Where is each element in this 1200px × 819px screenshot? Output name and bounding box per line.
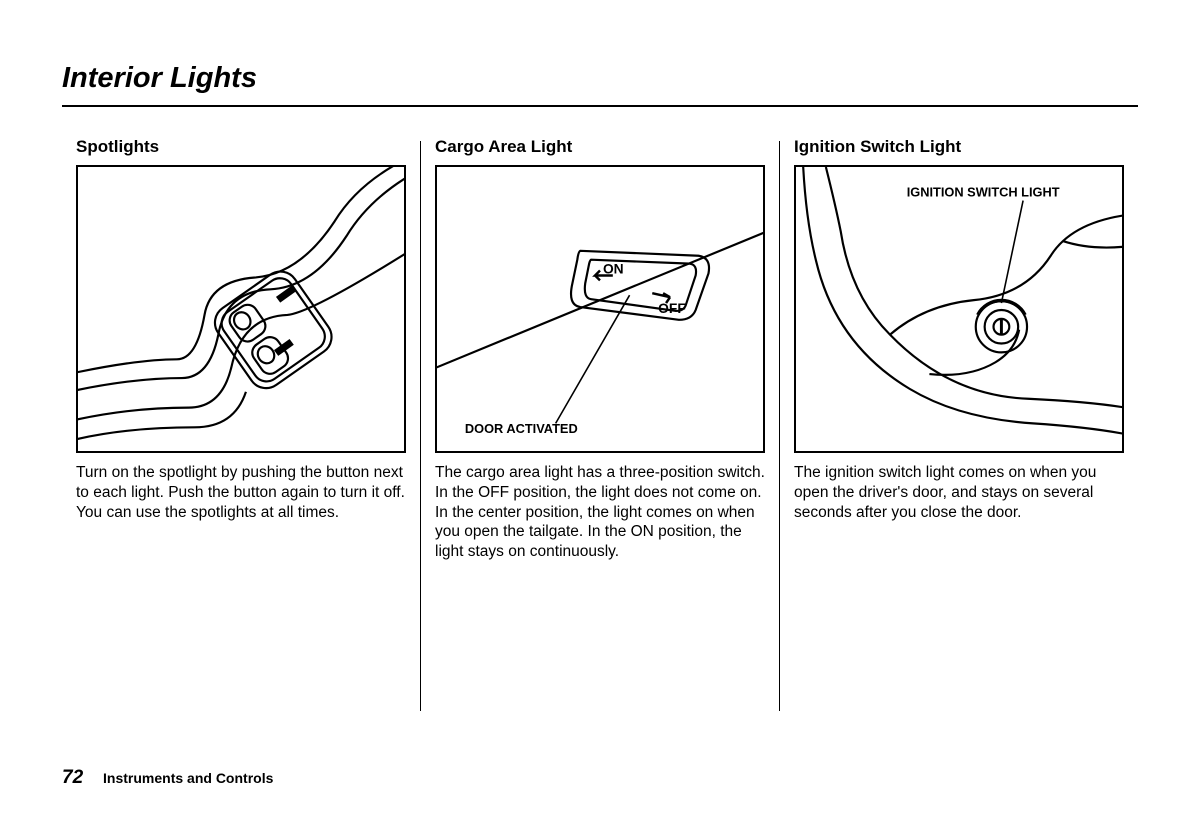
manual-page: Interior Lights Spotlights xyxy=(0,0,1200,819)
column-ignition: Ignition Switch Light xyxy=(780,137,1138,711)
subheading-ignition: Ignition Switch Light xyxy=(794,137,1124,157)
cargo-drawing-icon: ON OFF DOOR ACTIVATED xyxy=(437,167,763,451)
figure-spotlights xyxy=(76,165,406,453)
body-cargo: The cargo area light has a three-positio… xyxy=(435,463,765,562)
figure-ignition: IGNITION SWITCH LIGHT xyxy=(794,165,1124,453)
label-ignition-switch-light: IGNITION SWITCH LIGHT xyxy=(907,185,1060,200)
subheading-cargo: Cargo Area Light xyxy=(435,137,765,157)
column-spotlights: Spotlights xyxy=(62,137,420,711)
page-footer: 72 Instruments and Controls xyxy=(62,767,273,789)
label-on: ON xyxy=(603,262,624,277)
body-spotlights: Turn on the spotlight by pushing the but… xyxy=(76,463,406,522)
ignition-drawing-icon: IGNITION SWITCH LIGHT xyxy=(796,167,1122,451)
columns-row: Spotlights xyxy=(62,137,1138,711)
section-name: Instruments and Controls xyxy=(103,770,273,786)
figure-cargo: ON OFF DOOR ACTIVATED xyxy=(435,165,765,453)
column-cargo: Cargo Area Light ON xyxy=(421,137,779,711)
label-door-activated: DOOR ACTIVATED xyxy=(465,421,578,436)
spotlights-drawing-icon xyxy=(78,167,404,451)
page-number: 72 xyxy=(62,767,83,788)
subheading-spotlights: Spotlights xyxy=(76,137,406,157)
title-rule xyxy=(62,105,1138,107)
page-title: Interior Lights xyxy=(62,62,1138,95)
label-off: OFF xyxy=(658,301,686,316)
body-ignition: The ignition switch light comes on when … xyxy=(794,463,1124,522)
